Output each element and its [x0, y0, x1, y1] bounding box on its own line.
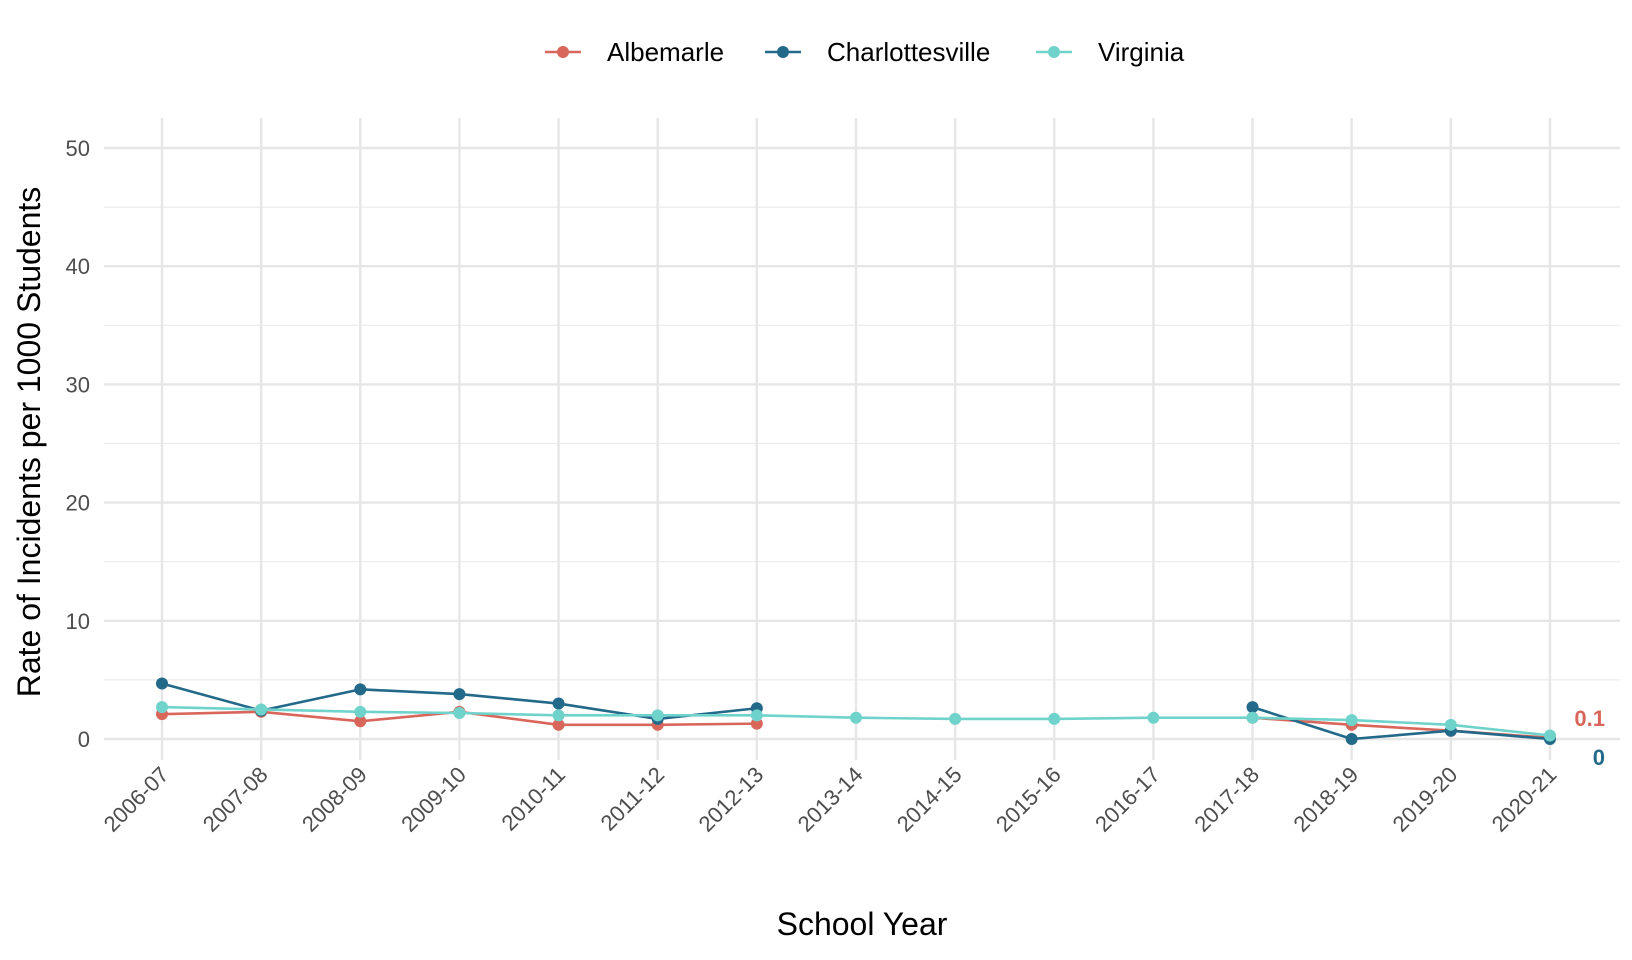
legend-label: Charlottesville [827, 37, 990, 67]
legend-label: Virginia [1098, 37, 1185, 67]
data-point [156, 677, 168, 690]
series-virginia [156, 701, 1556, 742]
y-tick-label: 50 [66, 136, 90, 161]
x-tick-label: 2011-12 [596, 762, 670, 836]
legend-item-albemarle: Albemarle [545, 37, 724, 67]
data-point [156, 701, 168, 714]
y-tick-label: 0 [78, 727, 90, 752]
x-tick-label: 2007-08 [198, 762, 273, 837]
legend-swatch-point [557, 46, 569, 58]
legend-swatch-point [777, 46, 789, 58]
data-point [1345, 733, 1358, 745]
y-axis-title: Rate of Incidents per 1000 Students [11, 187, 47, 698]
data-point [949, 712, 962, 725]
data-point [849, 711, 862, 724]
x-tick-label: 2006-07 [99, 762, 174, 837]
legend-swatch-point [1048, 46, 1060, 58]
y-axis-ticks: 0 10 20 30 40 50 [66, 136, 90, 752]
data-point [453, 706, 466, 719]
data-point [1048, 712, 1061, 725]
data-point [552, 697, 565, 710]
data-point [255, 703, 268, 716]
data-point [552, 709, 565, 722]
x-tick-label: 2013-14 [793, 762, 868, 837]
legend-item-charlottesville: Charlottesville [765, 37, 990, 67]
data-point [1345, 714, 1358, 727]
x-axis-title: School Year [777, 906, 948, 942]
x-tick-label: 2018-19 [1288, 762, 1363, 837]
data-point [354, 715, 367, 728]
y-tick-label: 30 [66, 372, 90, 397]
grid [104, 118, 1620, 760]
end-labels: 0.10 [1574, 706, 1605, 770]
data-point [1444, 718, 1457, 731]
data-point [1246, 701, 1259, 714]
data-point [651, 709, 664, 722]
series-line [1252, 705, 1551, 741]
legend-label: Albemarle [607, 37, 724, 67]
x-tick-label: 2008-09 [297, 762, 372, 837]
data-point [750, 709, 763, 722]
data-point [1543, 729, 1556, 742]
data-point [354, 705, 367, 718]
x-axis-ticks: 2006-07 2007-08 2008-09 2009-10 2010-11 2011-… [99, 762, 1562, 837]
y-tick-label: 10 [66, 609, 90, 634]
x-tick-label: 2012-13 [694, 762, 769, 837]
legend-item-virginia: Virginia [1036, 37, 1185, 67]
legend: Albemarle Charlottesville Virginia [545, 37, 1185, 67]
data-point [552, 718, 565, 731]
data-point [354, 683, 367, 696]
data-point [1147, 711, 1160, 724]
x-tick-label: 2014-15 [892, 762, 967, 837]
series [156, 677, 1556, 745]
data-point [1246, 711, 1259, 724]
x-tick-label: 2010-11 [496, 762, 570, 836]
y-tick-label: 20 [66, 491, 90, 516]
y-tick-label: 40 [66, 254, 90, 279]
end-label: 0 [1593, 745, 1605, 770]
x-tick-label: 2009-10 [396, 762, 471, 837]
x-tick-label: 2016-17 [1090, 762, 1165, 837]
x-tick-label: 2015-16 [991, 762, 1066, 837]
data-point [453, 688, 466, 701]
x-tick-label: 2017-18 [1189, 762, 1264, 837]
end-label: 0.1 [1574, 706, 1605, 731]
x-tick-label: 2020-21 [1487, 762, 1562, 837]
x-tick-label: 2019-20 [1388, 762, 1463, 837]
data-point [750, 717, 763, 730]
